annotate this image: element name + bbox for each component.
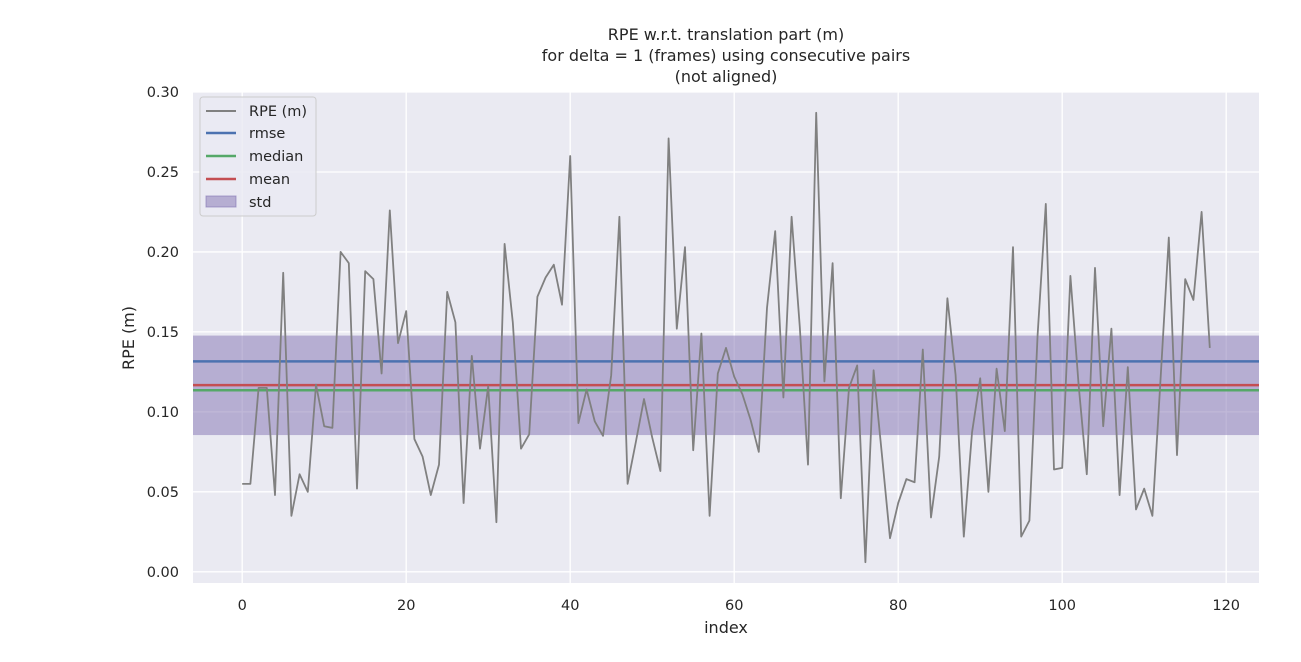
legend-label-std: std — [249, 195, 271, 211]
y-tick-label: 0.20 — [147, 245, 179, 261]
legend-label-median: median — [249, 149, 303, 165]
y-tick-label: 0.15 — [147, 325, 179, 341]
x-tick-label: 100 — [1048, 598, 1076, 614]
title-line-2: for delta = 1 (frames) using consecutive… — [542, 46, 910, 65]
legend-label-mean: mean — [249, 172, 290, 188]
title-line-1: RPE w.r.t. translation part (m) — [608, 25, 844, 44]
legend-swatch-std — [205, 195, 237, 208]
x-tick-label: 120 — [1212, 598, 1240, 614]
y-axis-ticks: 0.00 0.05 0.10 0.15 0.20 0.25 0.30 — [147, 85, 179, 581]
chart-title: RPE w.r.t. translation part (m) for delt… — [542, 25, 910, 86]
x-tick-label: 0 — [238, 598, 247, 614]
y-tick-label: 0.25 — [147, 165, 179, 181]
legend-label-rpe: RPE (m) — [249, 104, 307, 120]
x-axis-ticks: 0 20 40 60 80 100 120 — [238, 598, 1240, 614]
legend: RPE (m) rmse median mean std — [199, 96, 317, 217]
title-line-3: (not aligned) — [675, 67, 778, 86]
y-tick-label: 0.05 — [147, 485, 179, 501]
x-tick-label: 80 — [889, 598, 907, 614]
legend-frame — [199, 96, 317, 217]
y-tick-label: 0.30 — [147, 85, 179, 101]
y-axis-label: RPE (m) — [119, 306, 138, 370]
legend-label-rmse: rmse — [249, 126, 285, 142]
x-axis-label: index — [704, 618, 748, 637]
x-tick-label: 20 — [397, 598, 415, 614]
stat-lines — [193, 360, 1259, 392]
rpe-series-line — [242, 111, 1211, 564]
y-tick-label: 0.00 — [147, 565, 179, 581]
y-tick-label: 0.10 — [147, 405, 179, 421]
series-layer — [242, 111, 1211, 564]
x-tick-label: 40 — [561, 598, 579, 614]
x-tick-label: 60 — [725, 598, 743, 614]
